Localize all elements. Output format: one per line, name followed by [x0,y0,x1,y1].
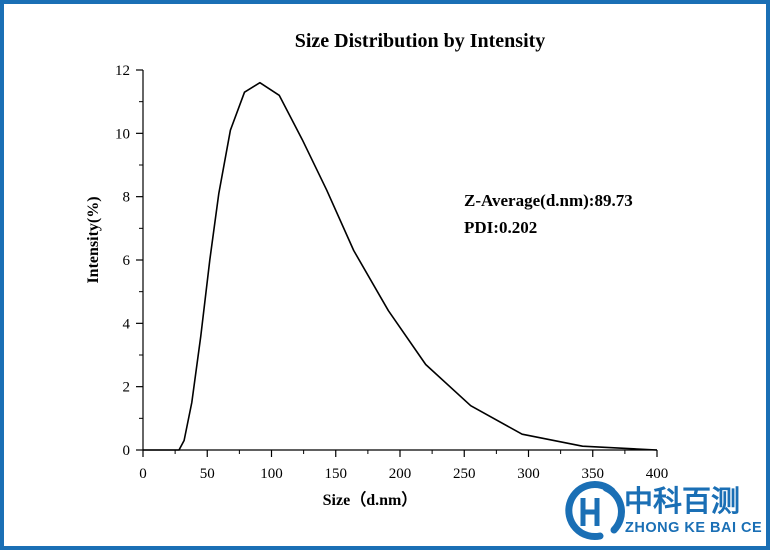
y-axis-label: Intensity(%) [85,196,102,283]
x-tick-label: 100 [260,466,283,482]
y-tick-label: 4 [123,316,131,332]
axes [142,70,657,451]
z-average-annotation: Z-Average(d.nm):89.73 [464,191,633,210]
logo-name-cn: 中科百测 [624,484,740,518]
ticks [136,69,658,457]
y-tick-label: 6 [123,253,131,269]
y-tick-label: 8 [123,190,131,206]
x-axis-label: Size（d.nm） [323,491,418,509]
company-logo: 中科百测 ZHONG KE BAI CE [565,481,762,540]
tick-labels: 0 50 100 150 200 250 300 350 400 0 2 4 6 8 10 12 [115,63,668,482]
x-tick-label: 50 [200,466,215,482]
series-layer [143,81,658,451]
y-tick-label: 2 [123,380,131,396]
y-tick-label: 12 [115,63,130,79]
x-tick-label: 250 [453,466,476,482]
pdi-annotation: PDI:0.202 [464,218,537,237]
chart-title: Size Distribution by Intensity [295,30,546,52]
intensity-series-line [143,81,658,451]
x-tick-label: 150 [325,466,348,482]
y-tick-label: 10 [115,126,130,142]
y-tick-label: 0 [123,443,131,459]
x-tick-label: 350 [582,466,605,482]
x-tick-label: 300 [517,466,540,482]
x-tick-label: 400 [646,466,669,482]
logo-name-en: ZHONG KE BAI CE [625,520,762,536]
x-tick-label: 200 [389,466,412,482]
logo-emblem-icon [565,481,625,540]
x-tick-label: 0 [139,466,147,482]
